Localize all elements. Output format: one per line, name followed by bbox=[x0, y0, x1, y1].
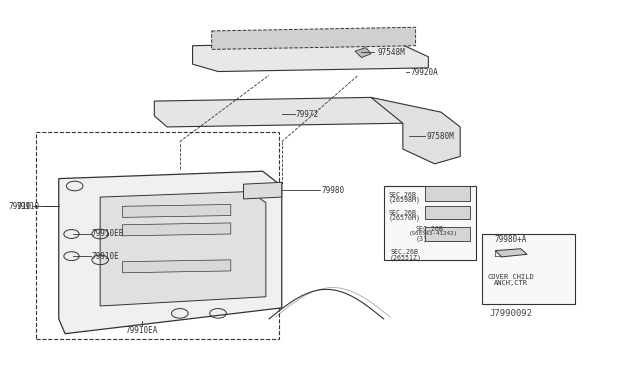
Text: 97580M: 97580M bbox=[426, 132, 454, 141]
Text: (26570M): (26570M) bbox=[388, 215, 420, 221]
Polygon shape bbox=[100, 192, 266, 306]
Polygon shape bbox=[355, 48, 371, 58]
Text: ANCH,CTR: ANCH,CTR bbox=[494, 280, 528, 286]
Text: 79980: 79980 bbox=[321, 186, 344, 195]
Text: 79980+A: 79980+A bbox=[495, 235, 527, 244]
Polygon shape bbox=[122, 223, 231, 236]
FancyBboxPatch shape bbox=[425, 186, 470, 201]
Text: J7990092: J7990092 bbox=[490, 309, 532, 318]
Text: 79910EB: 79910EB bbox=[92, 230, 124, 238]
Text: 79910E: 79910E bbox=[92, 251, 120, 261]
FancyBboxPatch shape bbox=[425, 227, 470, 241]
Text: 79972: 79972 bbox=[296, 109, 319, 119]
Polygon shape bbox=[244, 182, 282, 199]
Polygon shape bbox=[122, 205, 231, 217]
Text: COVER_CHILD: COVER_CHILD bbox=[488, 273, 534, 280]
Polygon shape bbox=[371, 97, 460, 164]
Text: (26551Z): (26551Z) bbox=[390, 254, 422, 260]
Text: 79910: 79910 bbox=[17, 202, 40, 211]
Text: 79920A: 79920A bbox=[410, 68, 438, 77]
Text: (26598M): (26598M) bbox=[388, 197, 420, 203]
FancyBboxPatch shape bbox=[425, 206, 470, 219]
Text: 97548M: 97548M bbox=[378, 48, 405, 57]
Polygon shape bbox=[154, 97, 403, 127]
Text: (3): (3) bbox=[415, 235, 428, 242]
Text: SEC.26B: SEC.26B bbox=[388, 210, 416, 216]
Text: 79910EA: 79910EA bbox=[125, 326, 158, 335]
Polygon shape bbox=[193, 42, 428, 71]
Text: (S08543-41242): (S08543-41242) bbox=[409, 231, 458, 237]
Text: SEC.26B: SEC.26B bbox=[388, 192, 416, 198]
FancyBboxPatch shape bbox=[384, 186, 476, 260]
Polygon shape bbox=[212, 27, 415, 49]
Text: 79910: 79910 bbox=[9, 202, 32, 211]
Polygon shape bbox=[495, 249, 527, 257]
Polygon shape bbox=[59, 171, 282, 334]
Text: SEC.26B: SEC.26B bbox=[390, 250, 418, 256]
Text: SEC.26B: SEC.26B bbox=[415, 226, 444, 232]
FancyBboxPatch shape bbox=[483, 234, 575, 304]
Polygon shape bbox=[122, 260, 231, 273]
